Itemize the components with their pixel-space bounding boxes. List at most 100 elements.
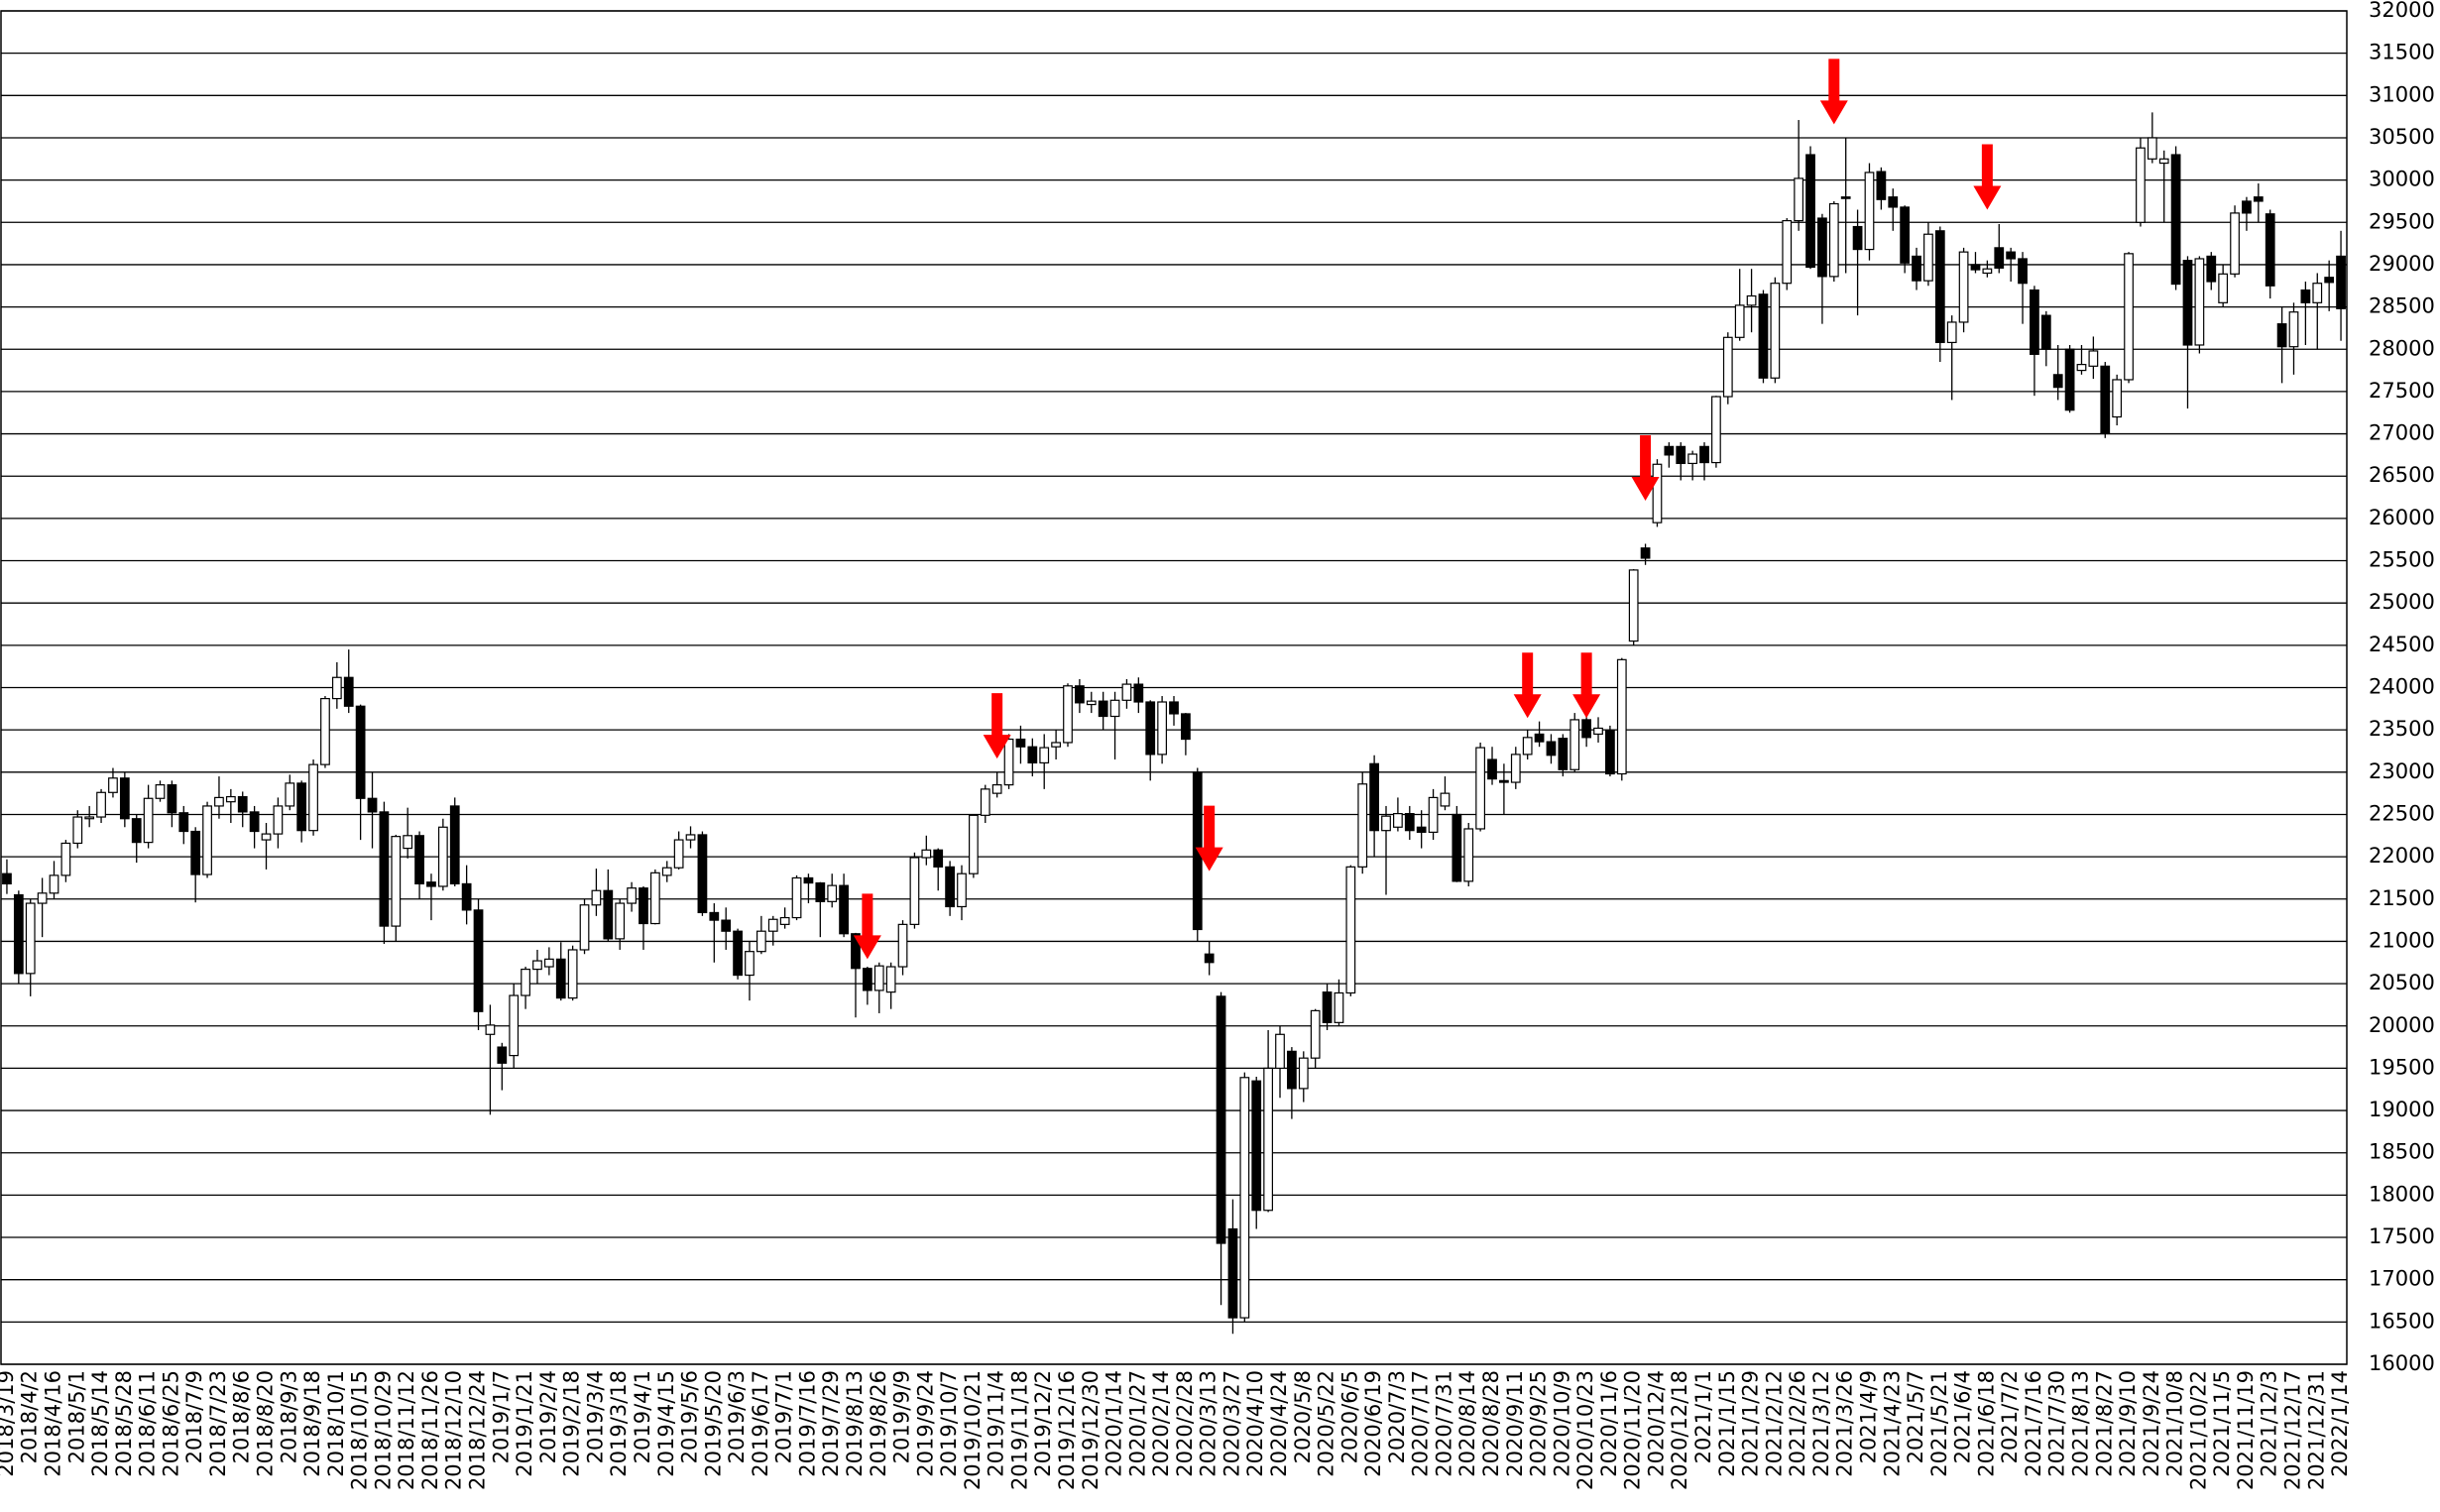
candle-body	[214, 796, 224, 807]
candle-body	[1428, 796, 1439, 833]
arrow-marker	[1631, 434, 1660, 501]
x-tick-label: 2021/8/27	[2092, 1370, 2116, 1477]
candle-body	[1298, 1057, 1309, 1090]
x-tick-label: 2020/3/13	[1197, 1370, 1220, 1477]
candle-body	[2, 872, 12, 885]
candle-body	[108, 777, 118, 793]
candle-body	[1510, 754, 1521, 783]
candle-body	[1558, 738, 1569, 770]
candle-body	[555, 958, 566, 999]
candle-body	[437, 826, 448, 887]
x-tick-label: 2018/7/23	[206, 1370, 230, 1477]
y-tick-label: 27000	[2369, 421, 2435, 445]
candle-body	[261, 833, 272, 841]
candle-body	[96, 791, 106, 818]
x-tick-label: 2019/11/4	[985, 1370, 1008, 1477]
candle-body	[37, 892, 48, 904]
candle-body	[497, 1046, 508, 1064]
x-tick-label: 2019/4/15	[654, 1370, 678, 1477]
candle-body	[1628, 569, 1639, 642]
candle-body	[779, 916, 790, 925]
candle-body	[2147, 137, 2157, 160]
plot-frame	[0, 10, 2348, 1365]
x-tick-label: 2019/7/16	[795, 1370, 819, 1477]
candle-body	[1216, 995, 1226, 1244]
candle-body	[933, 849, 944, 868]
y-tick-label: 26000	[2369, 506, 2435, 529]
x-tick-label: 2021/6/18	[1974, 1370, 1998, 1477]
candle-body	[1157, 701, 1167, 756]
candle-body	[1086, 700, 1097, 706]
candle-body	[1345, 866, 1356, 994]
candle-body	[2030, 289, 2039, 355]
y-tick-label: 31000	[2369, 82, 2435, 106]
candle-body	[1133, 683, 1144, 703]
candle-body	[1640, 547, 1651, 559]
candle-body	[2312, 283, 2323, 303]
y-tick-label: 20000	[2369, 1013, 2435, 1037]
x-tick-label: 2018/4/2	[18, 1370, 42, 1463]
y-tick-label: 22500	[2369, 801, 2435, 825]
candle-body	[1805, 154, 1815, 269]
candle-body	[379, 811, 390, 927]
candle-body	[1840, 196, 1851, 199]
candle-body	[2064, 348, 2075, 411]
y-tick-label: 17000	[2369, 1267, 2435, 1291]
candle-body	[1970, 264, 1981, 271]
candle-body	[1475, 747, 1486, 830]
x-tick-label: 2021/12/31	[2304, 1370, 2328, 1490]
candle-body	[1958, 251, 1969, 323]
arrow-marker	[1513, 652, 1542, 719]
candle-body	[1817, 217, 1827, 278]
x-tick-label: 2021/12/17	[2280, 1370, 2304, 1490]
y-tick-label: 27500	[2369, 379, 2435, 403]
arrow-marker	[1973, 144, 2002, 210]
x-tick-label: 2019/2/18	[560, 1370, 584, 1477]
candle-body	[1275, 1033, 1285, 1070]
candle-body	[957, 872, 967, 908]
x-tick-label: 2021/9/10	[2116, 1370, 2140, 1477]
candle-body	[2100, 365, 2111, 434]
candle-body	[308, 763, 318, 832]
arrow-marker	[983, 693, 1011, 759]
candle-body	[921, 849, 932, 859]
x-tick-label: 2020/6/5	[1337, 1370, 1361, 1463]
x-tick-label: 2021/7/16	[2022, 1370, 2045, 1477]
candle-body	[639, 887, 648, 925]
x-tick-label: 2021/8/13	[2068, 1370, 2092, 1477]
candle-body	[1522, 737, 1533, 756]
x-tick-label: 2019/2/4	[536, 1370, 560, 1463]
x-tick-label: 2018/6/11	[136, 1370, 160, 1477]
candle-body	[473, 909, 484, 1012]
x-tick-label: 2018/5/1	[64, 1370, 88, 1463]
candle-body	[1334, 991, 1344, 1023]
candle-body	[2136, 147, 2146, 223]
y-tick-label: 24500	[2369, 633, 2435, 656]
x-tick-label: 2018/6/25	[159, 1370, 182, 1477]
candle-body	[851, 933, 861, 970]
x-tick-label: 2021/4/23	[1880, 1370, 1904, 1477]
candle-body	[167, 784, 177, 814]
x-tick-label: 2020/2/28	[1173, 1370, 1197, 1477]
candle-body	[1251, 1080, 1262, 1212]
x-tick-label: 2020/7/31	[1432, 1370, 1455, 1477]
candle-body	[1204, 953, 1215, 964]
candle-body	[2288, 311, 2299, 348]
candle-body	[791, 876, 802, 919]
x-tick-label: 2019/12/16	[1055, 1370, 1079, 1490]
x-tick-label: 2018/7/9	[182, 1370, 206, 1463]
y-tick-label: 28500	[2369, 294, 2435, 318]
x-tick-label: 2018/8/6	[230, 1370, 254, 1463]
candle-body	[367, 797, 378, 813]
candle-body	[627, 887, 637, 904]
y-tick-label: 30000	[2369, 168, 2435, 191]
x-tick-label: 2020/7/3	[1385, 1370, 1409, 1463]
candle-body	[449, 805, 460, 885]
candle-body	[2052, 374, 2063, 389]
candle-body	[755, 930, 766, 953]
candle-body	[320, 697, 330, 765]
x-tick-label: 2020/11/20	[1621, 1370, 1645, 1490]
candle-body	[1687, 453, 1698, 465]
x-tick-label: 2019/3/4	[583, 1370, 607, 1463]
candle-body	[131, 818, 142, 844]
